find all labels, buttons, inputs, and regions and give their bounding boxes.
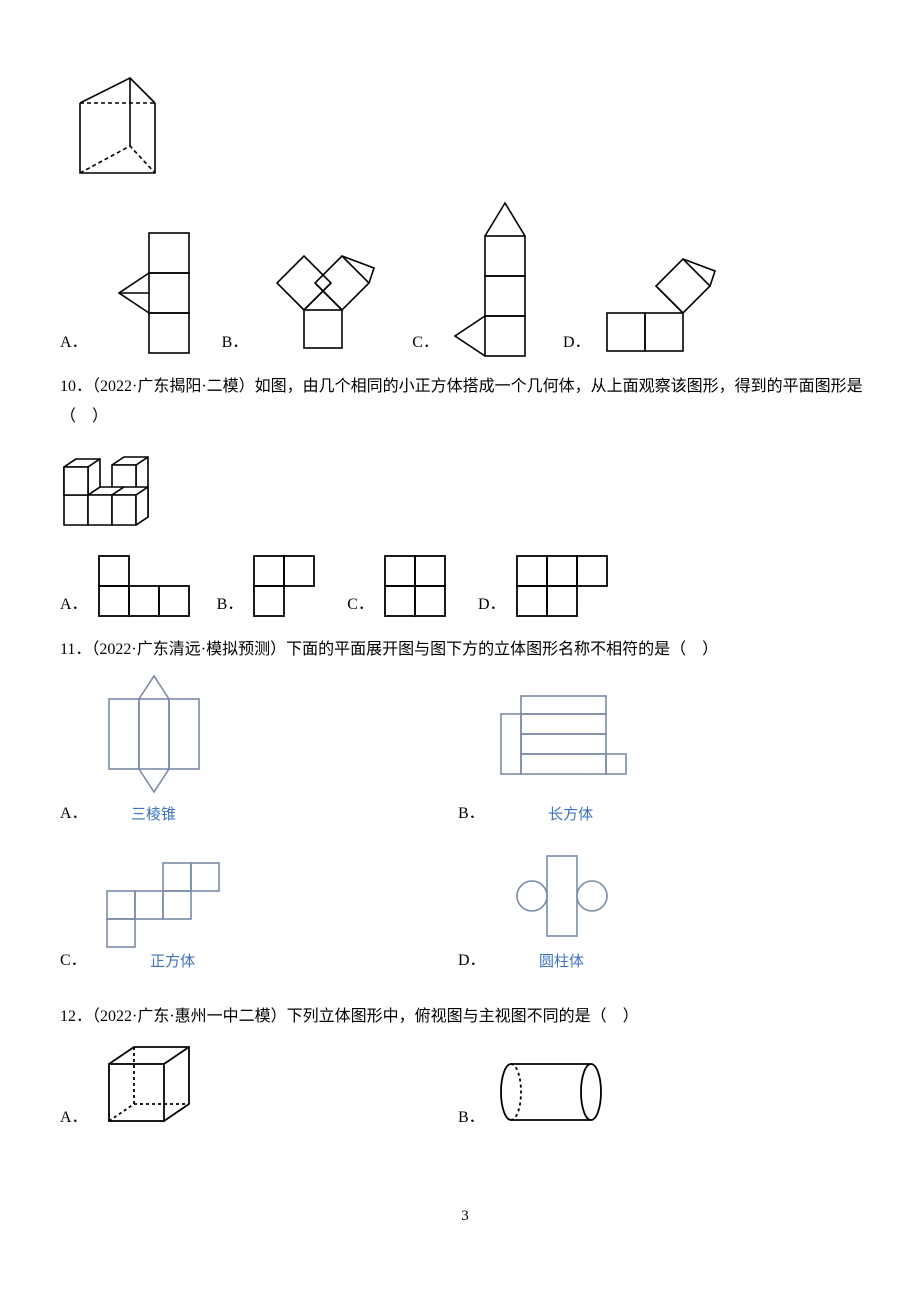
- net-cube-icon: [93, 858, 253, 948]
- cube-stack-icon: [60, 441, 180, 541]
- cube-3d-icon: [94, 1039, 204, 1134]
- triangular-prism-icon: [60, 68, 170, 188]
- topview-c-icon: [380, 551, 460, 621]
- q11-text: 11．（2022·广东清远·模拟预测）下面的平面展开图与图下方的立体图形名称不相…: [60, 635, 870, 665]
- option-label: D．: [478, 590, 506, 620]
- net-a-icon: [94, 228, 204, 358]
- option-label: A．: [60, 590, 88, 620]
- option-label: C．: [60, 946, 87, 976]
- q9-option-d[interactable]: D．: [563, 258, 727, 358]
- q9-prism-figure: [60, 68, 870, 188]
- net-c-icon: [445, 198, 545, 358]
- q12-options: A． B．: [60, 1039, 870, 1152]
- q11-option-d[interactable]: D． 圆柱体: [458, 848, 838, 977]
- q10-option-d[interactable]: D．: [478, 551, 617, 621]
- option-label: B．: [217, 590, 244, 620]
- q11-option-a[interactable]: A． 三棱锥: [60, 671, 440, 830]
- option-label: B．: [458, 799, 485, 829]
- net-triangular-prism-icon: [94, 671, 214, 801]
- topview-a-icon: [94, 551, 199, 621]
- q9-option-c[interactable]: C．: [412, 198, 545, 358]
- cylinder-3d-icon: [491, 1054, 611, 1134]
- option-label: C．: [347, 590, 374, 620]
- q9-option-a[interactable]: A．: [60, 228, 204, 358]
- q9-options: A． B． C．: [60, 198, 870, 358]
- q11-option-b[interactable]: B． 长方体: [458, 671, 838, 830]
- q12-text: 12．（2022·广东·惠州一中二模）下列立体图形中，俯视图与主视图不同的是（ …: [60, 1002, 870, 1032]
- option-label: D．: [563, 328, 591, 358]
- caption: 正方体: [93, 948, 253, 977]
- net-cylinder-icon: [492, 848, 632, 948]
- caption: 长方体: [491, 801, 651, 830]
- caption: 三棱锥: [94, 801, 214, 830]
- option-label: B．: [458, 1103, 485, 1133]
- option-label: C．: [412, 328, 439, 358]
- page-number: 3: [60, 1202, 870, 1231]
- net-cuboid-icon: [491, 691, 651, 801]
- q9-option-b[interactable]: B．: [222, 248, 395, 358]
- q10-text: 10．（2022·广东揭阳·二模）如图，由几个相同的小正方体搭成一个几何体，从上…: [60, 372, 870, 433]
- q10-option-a[interactable]: A．: [60, 551, 199, 621]
- option-label: A．: [60, 1103, 88, 1133]
- q11-options: A． 三棱锥 B．: [60, 671, 870, 994]
- q10-option-c[interactable]: C．: [347, 551, 460, 621]
- option-label: A．: [60, 799, 88, 829]
- net-d-icon: [597, 258, 727, 358]
- topview-d-icon: [512, 551, 617, 621]
- q10-figure: [60, 441, 870, 541]
- option-label: A．: [60, 328, 88, 358]
- q12-option-a[interactable]: A．: [60, 1039, 440, 1134]
- q11-option-c[interactable]: C． 正方体: [60, 848, 440, 977]
- caption: 圆柱体: [492, 948, 632, 977]
- net-b-icon: [254, 248, 394, 358]
- option-label: B．: [222, 328, 249, 358]
- option-label: D．: [458, 946, 486, 976]
- q10-option-b[interactable]: B．: [217, 551, 330, 621]
- topview-b-icon: [249, 551, 329, 621]
- q12-option-b[interactable]: B．: [458, 1039, 838, 1134]
- q10-options: A． B． C．: [60, 551, 870, 621]
